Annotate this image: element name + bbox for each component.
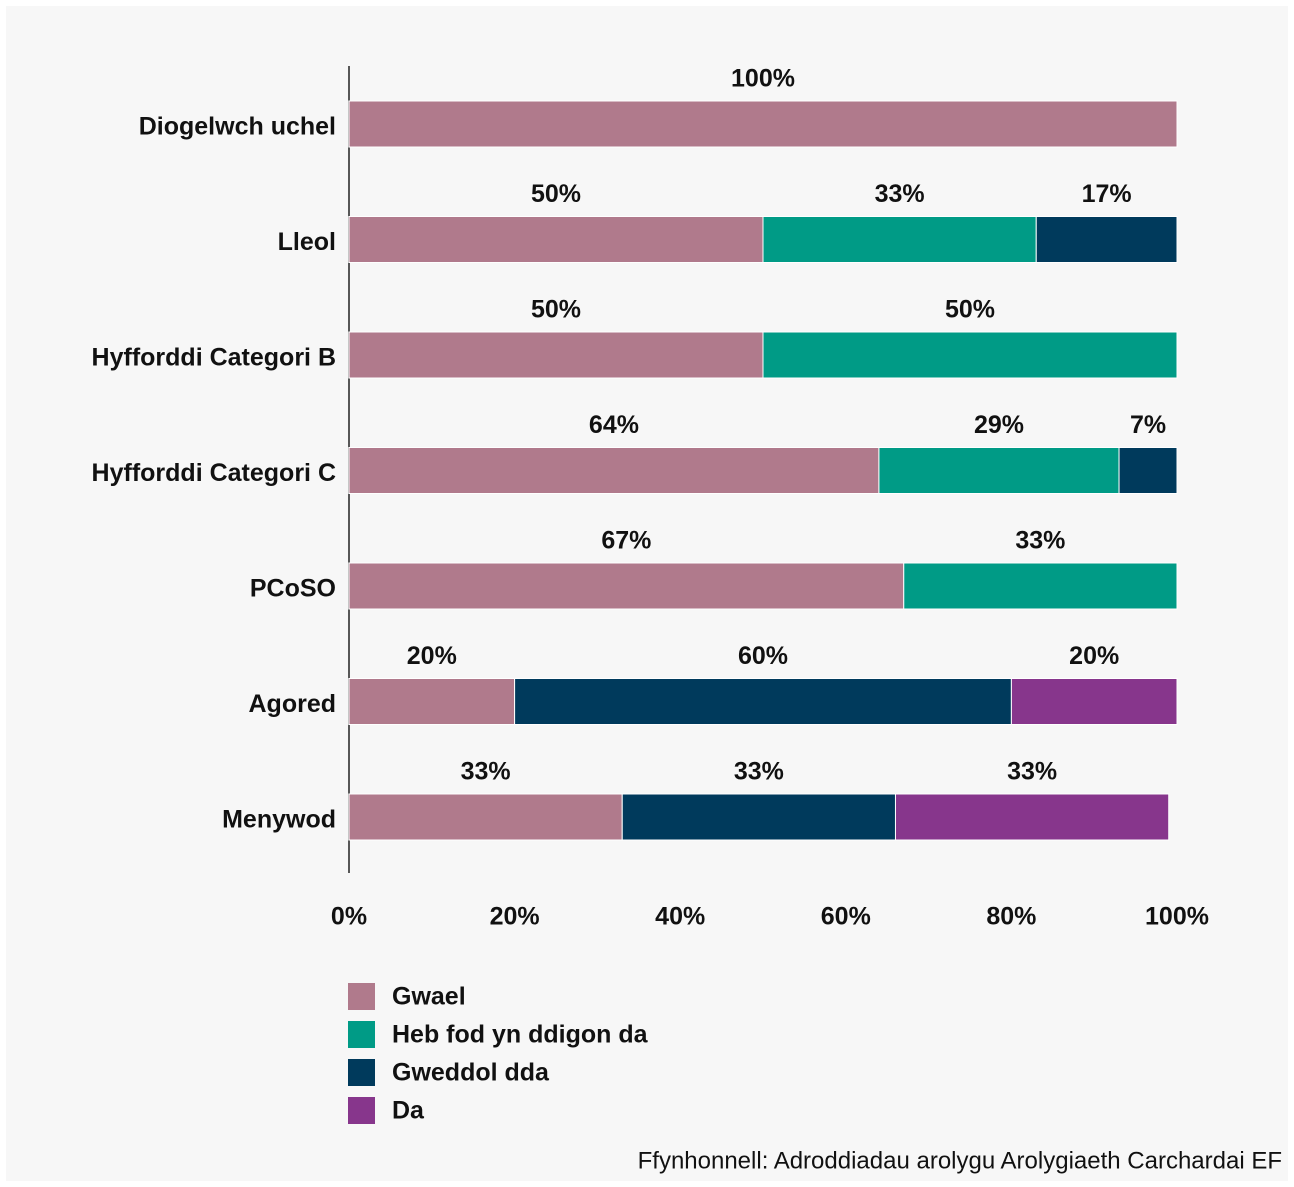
- legend-swatch: [348, 1059, 375, 1086]
- legend-swatch: [348, 1021, 375, 1048]
- bar-segment: [894, 793, 1170, 841]
- y-tick-label: Agored: [249, 690, 337, 718]
- legend-label: Heb fod yn ddigon da: [392, 1021, 649, 1049]
- bar-segment: [1118, 447, 1178, 494]
- bar-segment: [1010, 678, 1178, 725]
- value-label: 60%: [738, 642, 788, 670]
- bar-segment: [514, 678, 1012, 725]
- bar-segment: [348, 447, 880, 494]
- x-tick-label: 0%: [331, 903, 367, 931]
- legend-swatch: [348, 1097, 375, 1124]
- x-tick-label: 80%: [986, 903, 1036, 931]
- y-tick-label: Hyfforddi Categori C: [92, 459, 336, 487]
- legend-label: Da: [392, 1097, 425, 1125]
- value-label: 50%: [531, 180, 581, 208]
- value-label: 17%: [1082, 180, 1132, 208]
- source: Ffynhonnell: Adroddiadau arolygu Arolygi…: [638, 1147, 1282, 1174]
- value-label: 33%: [461, 758, 511, 786]
- bar-segment: [762, 331, 1178, 379]
- value-label: 7%: [1130, 411, 1166, 439]
- y-tick-label: Diogelwch uchel: [139, 113, 336, 141]
- x-tick-label: 60%: [821, 903, 871, 931]
- value-label: 33%: [734, 758, 784, 786]
- bar-segment: [878, 447, 1120, 494]
- x-tick-label: 100%: [1145, 903, 1209, 931]
- bar-segment: [348, 678, 516, 725]
- bar-segment: [348, 793, 623, 841]
- bar-segment: [348, 100, 1178, 148]
- value-label: 33%: [1007, 758, 1057, 786]
- y-tick-label: PCoSO: [250, 575, 336, 603]
- legend-label: Gwael: [392, 983, 466, 1011]
- legend-label: Gweddol dda: [392, 1059, 550, 1087]
- value-label: 64%: [589, 411, 639, 439]
- y-tick-label: Lleol: [278, 228, 336, 256]
- y-tick-label: Menywod: [222, 806, 336, 834]
- value-label: 67%: [601, 527, 651, 555]
- bar-segment: [762, 216, 1037, 263]
- y-tick-label: Hyfforddi Categori B: [92, 344, 336, 372]
- legend-swatch: [348, 983, 375, 1010]
- x-tick-label: 40%: [655, 903, 705, 931]
- value-label: 33%: [875, 180, 925, 208]
- value-label: 20%: [407, 642, 457, 670]
- bar-segment: [621, 793, 896, 841]
- bar-segment: [348, 562, 905, 610]
- value-label: 29%: [974, 411, 1024, 439]
- value-label: 20%: [1069, 642, 1119, 670]
- value-label: 50%: [945, 296, 995, 324]
- bar-segment: [348, 331, 764, 379]
- bar-segment: [903, 562, 1178, 610]
- x-tick-label: 20%: [490, 903, 540, 931]
- value-label: 100%: [731, 65, 795, 93]
- value-label: 50%: [531, 296, 581, 324]
- bar-segment: [348, 216, 764, 263]
- bar-segment: [1035, 216, 1178, 263]
- value-label: 33%: [1015, 527, 1065, 555]
